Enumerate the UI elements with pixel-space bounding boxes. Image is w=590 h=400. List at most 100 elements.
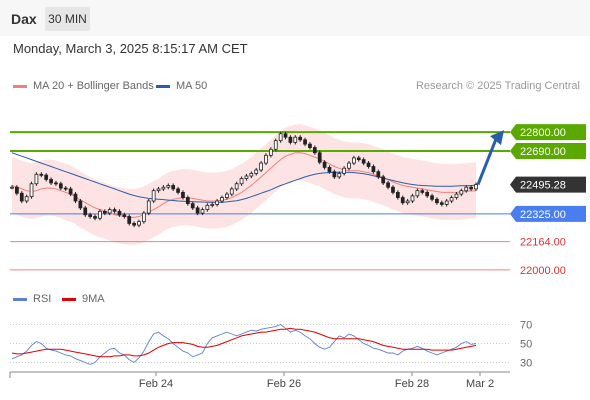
candle-body (39, 173, 44, 176)
candle-body (200, 209, 205, 214)
candle-body (449, 197, 454, 202)
candle-body (83, 207, 88, 216)
candle-body (444, 200, 449, 205)
candle-body (366, 162, 371, 167)
candle-body (156, 188, 161, 192)
ma20-swatch (13, 84, 27, 88)
candle-body (102, 210, 107, 214)
candle-body (19, 192, 24, 202)
candle-body (425, 191, 430, 197)
candle-body (142, 212, 146, 223)
candle-body (98, 210, 102, 219)
candle-body (288, 136, 293, 143)
level-label-22495.28: 22495.28 (520, 180, 566, 192)
candle-body (249, 173, 254, 177)
rsi-tick-label: 70 (520, 320, 532, 332)
candle-body (268, 148, 273, 156)
candle-body (259, 162, 263, 171)
level-tag-22800.00 (510, 124, 586, 141)
candle-body (234, 183, 239, 190)
candle-body (195, 207, 200, 214)
legend-ma9: 9MA (62, 293, 105, 305)
candle-body (332, 171, 337, 178)
legend-ma20: MA 20 + Bollinger Bands (13, 80, 154, 92)
candle-body (410, 195, 415, 202)
rsi-line (11, 323, 477, 365)
candle-body (459, 190, 464, 195)
candle-body (386, 182, 390, 188)
candle-body (420, 190, 425, 193)
timeframe-button[interactable]: 30 MIN (45, 7, 90, 31)
candle-body (342, 167, 346, 174)
candle-body (317, 152, 322, 163)
candle-body (244, 175, 249, 179)
level-tag-22495.28 (510, 176, 586, 193)
candle-body (88, 214, 93, 217)
level-label-22164.00: 22164.00 (520, 237, 566, 249)
rsi-tick-label: 30 (520, 358, 532, 370)
level-label-22000.00: 22000.00 (520, 265, 566, 277)
candle-body (400, 197, 405, 204)
candle-body (347, 162, 351, 169)
candle-body (303, 139, 307, 145)
candle-body (308, 143, 312, 148)
candle-body (337, 173, 342, 178)
candle-body (371, 166, 376, 173)
candle-body (293, 136, 298, 143)
x-tick-label: Feb 28 (395, 378, 429, 390)
ma50-line (11, 152, 477, 203)
ma20-line (11, 152, 477, 218)
candle-body (435, 198, 439, 204)
candle-body (322, 161, 327, 168)
rsi-ma9-line (11, 327, 477, 358)
candle-body (137, 221, 141, 226)
candle-body (415, 190, 420, 197)
rsi-swatch (13, 297, 27, 301)
candle-body (151, 190, 156, 202)
candle-body (254, 169, 259, 174)
research-credit: Research © 2025 Trading Central (415, 80, 580, 92)
candle-body (391, 186, 395, 193)
candle-body (220, 197, 224, 202)
candle-body (454, 193, 459, 198)
candle-body (58, 183, 63, 189)
forecast-arrowhead (490, 130, 504, 146)
level-label-22800.00: 22800.00 (520, 127, 566, 139)
candle-body (190, 203, 195, 209)
ma9-swatch (62, 297, 76, 301)
candle-body (10, 186, 14, 189)
candle-body (93, 216, 97, 219)
candle-body (112, 209, 117, 212)
candle-body (68, 188, 73, 195)
rsi-tick-label: 50 (520, 339, 532, 351)
x-tick-label: Feb 26 (267, 378, 301, 390)
candle-body (15, 186, 19, 194)
candle-body (78, 200, 83, 209)
ma50-swatch (156, 84, 170, 88)
candle-body (225, 193, 229, 198)
candle-body (327, 166, 332, 173)
candle-body (312, 147, 317, 154)
legend-ma50: MA 50 (156, 80, 207, 92)
x-tick-label: Feb 24 (139, 378, 173, 390)
candle-body (278, 133, 283, 142)
candle-body (264, 154, 268, 164)
candle-body (44, 174, 49, 180)
candle-body (34, 173, 39, 185)
candle-body (469, 186, 473, 190)
candle-body (430, 195, 434, 200)
candle-body (132, 223, 136, 226)
bollinger-band (12, 124, 476, 245)
candle-body (146, 200, 151, 214)
legend-ma50-label: MA 50 (176, 80, 208, 92)
level-tag-22690.00 (510, 143, 586, 160)
legend-ma9-label: 9MA (82, 293, 105, 305)
candle-body (185, 197, 190, 204)
legend-rsi-label: RSI (33, 293, 52, 305)
candle-body (210, 204, 215, 206)
candle-body (176, 188, 180, 193)
candle-body (273, 140, 278, 150)
candle-body (283, 133, 288, 138)
candle-body (127, 216, 132, 224)
candle-body (49, 179, 53, 184)
